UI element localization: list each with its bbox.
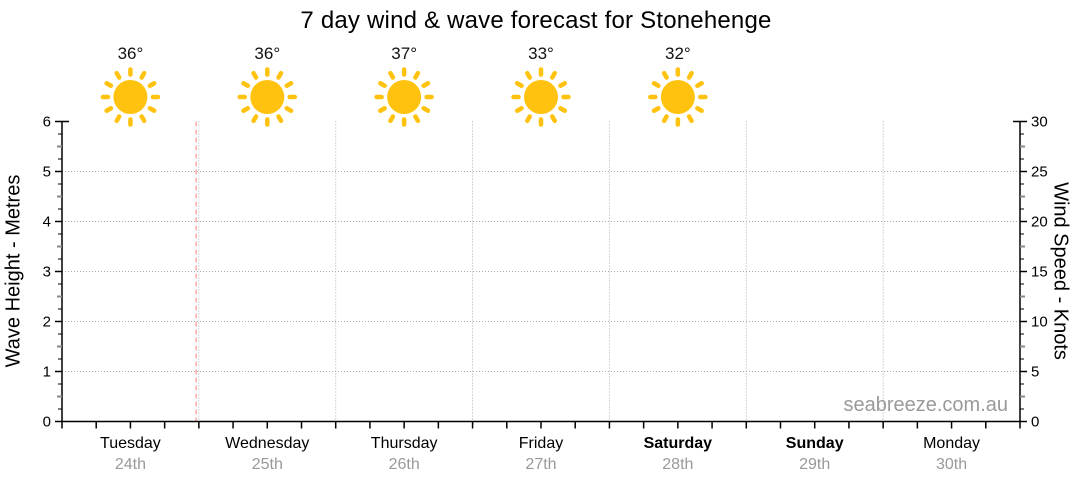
sun-icon — [511, 67, 571, 127]
sun-ray — [104, 81, 114, 88]
watermark: seabreeze.com.au — [843, 394, 1008, 416]
sun-ray — [651, 106, 661, 113]
sun-icon — [648, 67, 708, 127]
sun-ray — [525, 70, 532, 80]
sun-core — [387, 80, 422, 114]
sun-ray — [139, 114, 147, 124]
sun-ray — [241, 106, 251, 113]
sun-ray — [147, 106, 157, 113]
sun-ray — [104, 106, 114, 113]
sun-ray — [413, 114, 421, 124]
right-axis-tick-label: 5 — [1031, 364, 1039, 381]
sun-ray — [413, 70, 421, 80]
day-label-wednesday: Wednesday — [225, 435, 310, 452]
sun-ray — [139, 70, 147, 80]
temperature-label: 36° — [254, 44, 281, 63]
sun-ray — [661, 70, 669, 80]
sun-ray — [695, 106, 704, 113]
day-date-saturday: 28th — [662, 456, 694, 473]
day-date-sunday: 29th — [799, 456, 831, 473]
right-axis-title: Wind Speed - Knots — [1049, 182, 1072, 360]
sun-ray — [514, 81, 524, 88]
sun-icon — [374, 67, 434, 127]
sun-core — [660, 80, 695, 114]
sun-ray — [276, 70, 284, 80]
sun-ray — [686, 114, 694, 124]
sun-ray — [695, 81, 704, 88]
sun-ray — [251, 114, 259, 124]
sun-ray — [686, 70, 694, 80]
left-axis-tick-label: 1 — [43, 364, 51, 381]
sun-ray — [147, 81, 157, 88]
left-axis-tick-label: 2 — [43, 314, 51, 331]
left-axis-title: Wave Height - Metres — [2, 174, 25, 368]
day-label-thursday: Thursday — [370, 435, 438, 452]
day-label-tuesday: Tuesday — [100, 435, 161, 452]
temperature-label: 33° — [528, 44, 554, 63]
sun-ray — [651, 81, 661, 88]
sun-ray — [550, 70, 557, 80]
day-date-tuesday: 24th — [114, 456, 146, 473]
left-axis-tick-label: 5 — [43, 164, 51, 181]
sun-ray — [514, 106, 524, 113]
temperature-label: 32° — [664, 44, 691, 63]
sun-ray — [550, 114, 557, 124]
sun-ray — [388, 70, 396, 80]
left-axis-tick-label: 3 — [43, 264, 51, 281]
right-axis-tick-label: 10 — [1031, 314, 1048, 331]
right-axis-tick-label: 0 — [1031, 414, 1039, 431]
sun-ray — [558, 81, 568, 88]
sun-ray — [284, 81, 294, 88]
day-date-thursday: 26th — [388, 456, 420, 473]
sun-core — [250, 80, 285, 114]
sun-ray — [276, 114, 284, 124]
temperature-label: 36° — [117, 44, 144, 63]
left-axis-tick-label: 0 — [43, 414, 51, 431]
sun-ray — [388, 114, 396, 124]
day-date-monday: 30th — [935, 456, 968, 473]
day-date-wednesday: 25th — [251, 456, 283, 473]
sun-ray — [284, 106, 294, 113]
day-label-monday: Monday — [923, 435, 981, 452]
sun-ray — [661, 114, 669, 124]
right-axis-tick-label: 15 — [1031, 264, 1048, 281]
sun-ray — [525, 114, 532, 124]
sun-ray — [241, 81, 251, 88]
left-axis-tick-label: 4 — [43, 214, 51, 231]
sun-ray — [114, 70, 122, 80]
right-axis-tick-label: 25 — [1031, 164, 1048, 181]
sun-icon — [100, 67, 161, 127]
sun-ray — [421, 106, 431, 113]
day-label-sunday: Sunday — [785, 435, 844, 452]
sun-core — [113, 80, 148, 114]
sun-ray — [378, 106, 387, 113]
left-axis-tick-label: 6 — [43, 114, 51, 131]
right-axis-tick-label: 30 — [1031, 114, 1048, 131]
right-axis-tick-label: 20 — [1031, 214, 1048, 231]
day-label-friday: Friday — [518, 435, 564, 452]
sun-ray — [558, 106, 568, 113]
day-date-friday: 27th — [525, 456, 557, 473]
chart-title: 7 day wind & wave forecast for Stoneheng… — [300, 7, 772, 34]
temperature-label: 37° — [391, 44, 417, 63]
sun-ray — [251, 70, 259, 80]
sun-ray — [378, 81, 387, 88]
sun-ray — [114, 114, 122, 124]
sun-core — [524, 80, 558, 114]
sun-ray — [421, 81, 431, 88]
sun-icon — [237, 67, 298, 127]
day-label-saturday: Saturday — [643, 435, 713, 452]
